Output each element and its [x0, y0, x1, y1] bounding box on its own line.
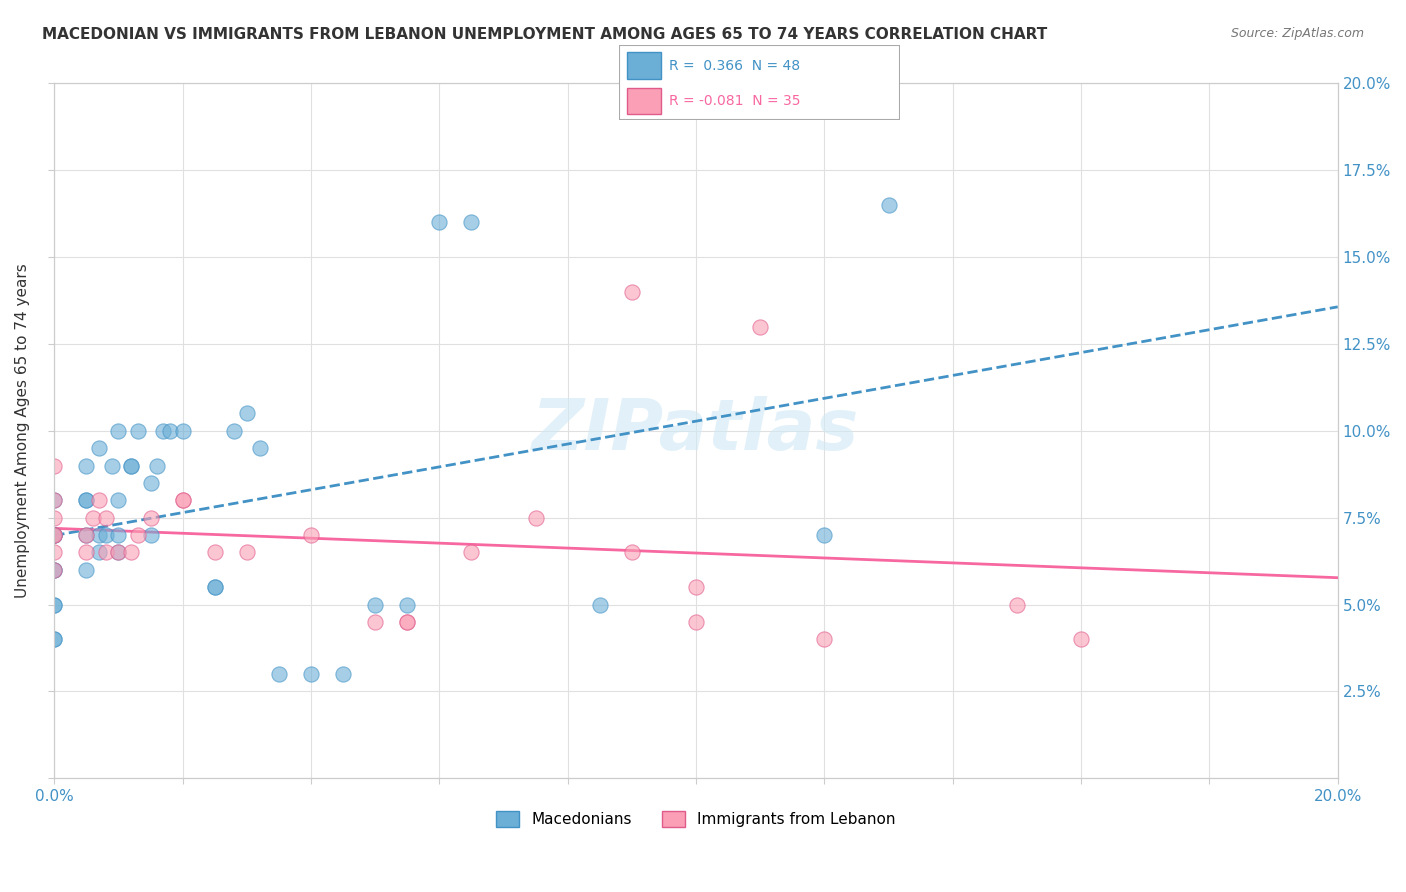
Point: [620, 285, 643, 299]
Point: [139, 475, 162, 490]
Point: [127, 528, 149, 542]
Point: [139, 510, 162, 524]
Point: [159, 424, 181, 438]
Point: [620, 545, 643, 559]
Point: [364, 615, 387, 629]
Point: [107, 545, 129, 559]
Point: [813, 632, 835, 647]
Point: [139, 528, 162, 542]
Point: [44, 528, 66, 542]
Point: [107, 545, 129, 559]
Point: [396, 598, 419, 612]
FancyBboxPatch shape: [619, 45, 900, 120]
Point: [89, 545, 111, 559]
Point: [44, 563, 66, 577]
Point: [75, 563, 97, 577]
Text: ZIPatlas: ZIPatlas: [533, 396, 859, 466]
Point: [685, 580, 707, 594]
Point: [172, 493, 194, 508]
Point: [222, 424, 245, 438]
Legend: Macedonians, Immigrants from Lebanon: Macedonians, Immigrants from Lebanon: [491, 805, 903, 833]
Point: [44, 632, 66, 647]
Text: Source: ZipAtlas.com: Source: ZipAtlas.com: [1230, 27, 1364, 40]
Point: [204, 580, 226, 594]
Point: [396, 615, 419, 629]
Point: [107, 493, 129, 508]
Text: R = -0.081  N = 35: R = -0.081 N = 35: [669, 95, 801, 109]
Point: [75, 493, 97, 508]
Point: [299, 667, 322, 681]
Point: [120, 458, 142, 473]
Point: [236, 545, 259, 559]
Point: [44, 563, 66, 577]
Point: [89, 441, 111, 455]
Point: [332, 667, 354, 681]
FancyBboxPatch shape: [627, 87, 661, 114]
Point: [75, 493, 97, 508]
Point: [75, 528, 97, 542]
Point: [589, 598, 612, 612]
Point: [44, 528, 66, 542]
Point: [44, 493, 66, 508]
Point: [427, 215, 450, 229]
Point: [127, 424, 149, 438]
Point: [749, 319, 772, 334]
Point: [94, 528, 117, 542]
Point: [75, 545, 97, 559]
Point: [75, 528, 97, 542]
Point: [82, 510, 104, 524]
Point: [89, 528, 111, 542]
Point: [44, 458, 66, 473]
Point: [172, 424, 194, 438]
Point: [44, 528, 66, 542]
Point: [364, 598, 387, 612]
Point: [236, 407, 259, 421]
Point: [44, 545, 66, 559]
FancyBboxPatch shape: [627, 52, 661, 78]
Point: [249, 441, 271, 455]
Point: [120, 458, 142, 473]
Point: [877, 198, 900, 212]
Text: MACEDONIAN VS IMMIGRANTS FROM LEBANON UNEMPLOYMENT AMONG AGES 65 TO 74 YEARS COR: MACEDONIAN VS IMMIGRANTS FROM LEBANON UN…: [42, 27, 1047, 42]
Point: [1070, 632, 1092, 647]
Point: [44, 528, 66, 542]
Text: R =  0.366  N = 48: R = 0.366 N = 48: [669, 59, 800, 73]
Point: [44, 528, 66, 542]
Point: [44, 563, 66, 577]
Point: [460, 215, 482, 229]
Point: [89, 493, 111, 508]
Y-axis label: Unemployment Among Ages 65 to 74 years: Unemployment Among Ages 65 to 74 years: [15, 263, 30, 599]
Point: [44, 510, 66, 524]
Point: [524, 510, 547, 524]
Point: [172, 493, 194, 508]
Point: [44, 493, 66, 508]
Point: [299, 528, 322, 542]
Point: [107, 424, 129, 438]
Point: [460, 545, 482, 559]
Point: [107, 528, 129, 542]
Point: [267, 667, 290, 681]
Point: [204, 580, 226, 594]
Point: [1005, 598, 1028, 612]
Point: [120, 545, 142, 559]
Point: [204, 545, 226, 559]
Point: [396, 615, 419, 629]
Point: [44, 598, 66, 612]
Point: [685, 615, 707, 629]
Point: [94, 545, 117, 559]
Point: [146, 458, 169, 473]
Point: [75, 458, 97, 473]
Point: [44, 598, 66, 612]
Point: [44, 632, 66, 647]
Point: [813, 528, 835, 542]
Point: [152, 424, 174, 438]
Point: [94, 510, 117, 524]
Point: [101, 458, 124, 473]
